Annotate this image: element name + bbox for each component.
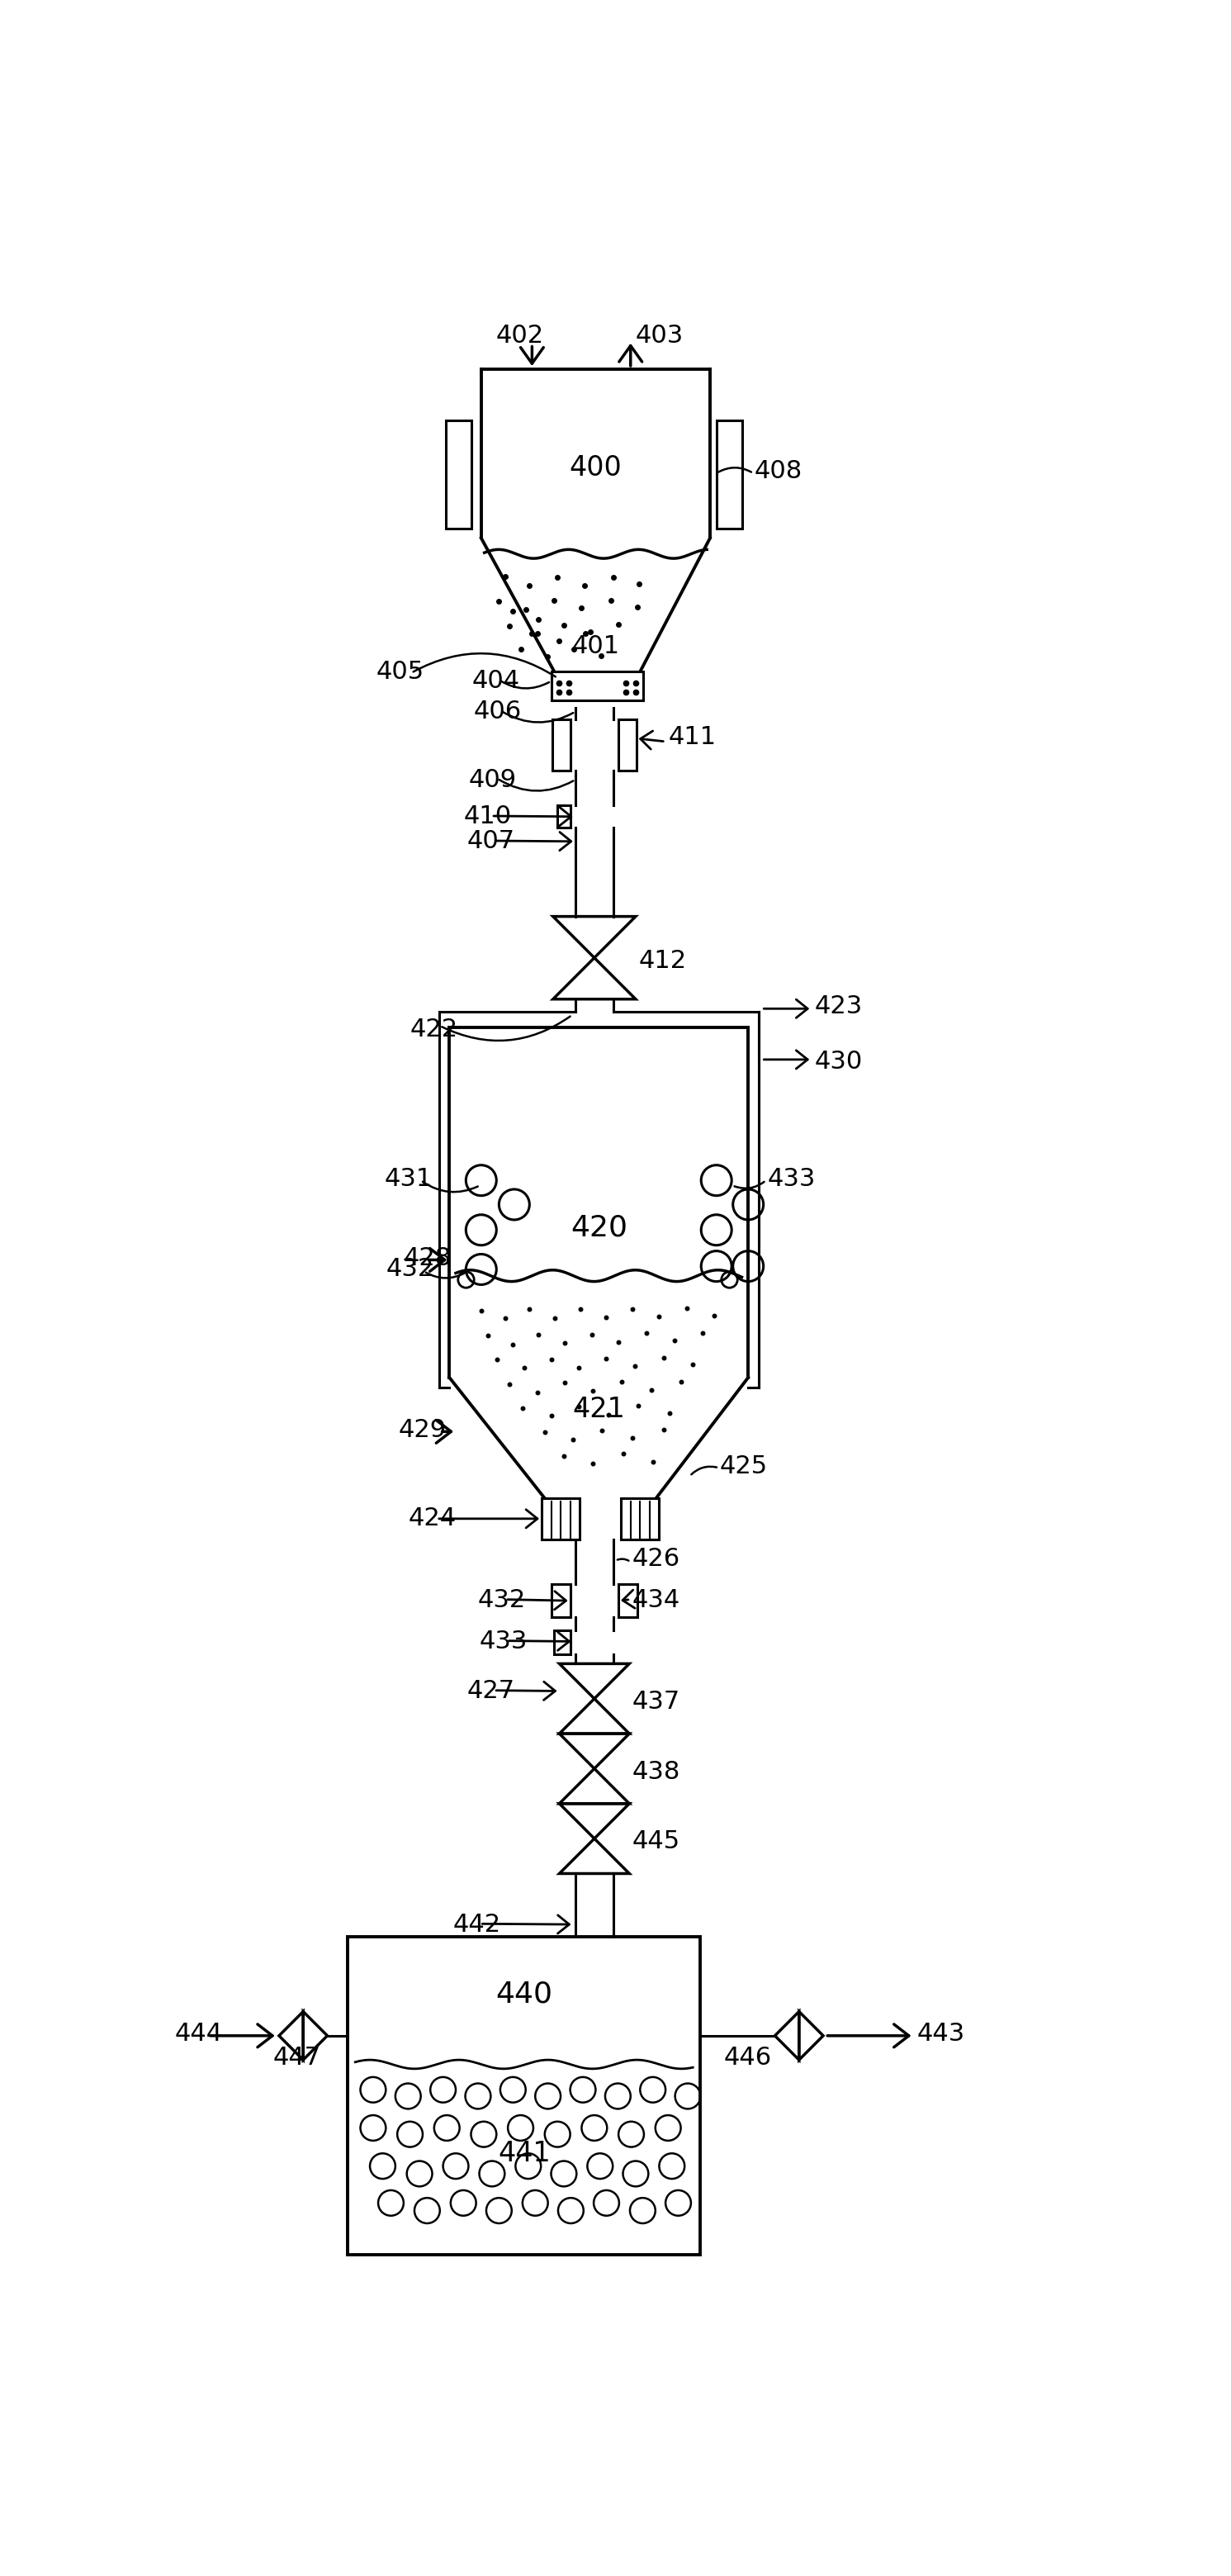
Bar [551,672,644,701]
Bar [716,420,742,528]
Text: 430: 430 [815,1048,863,1074]
Text: 409: 409 [469,768,517,791]
Text: 403: 403 [635,325,683,348]
Text: 405: 405 [377,659,425,683]
Text: 437: 437 [633,1690,681,1713]
Text: 407: 407 [467,829,515,853]
Text: 423: 423 [815,994,863,1018]
Text: 400: 400 [569,453,622,482]
Text: 425: 425 [720,1455,768,1479]
Text: 426: 426 [633,1546,681,1571]
Text: 402: 402 [496,325,544,348]
Text: 401: 401 [571,634,619,657]
Text: 429: 429 [399,1417,447,1443]
Text: 406: 406 [474,701,522,724]
Text: 428: 428 [404,1247,452,1270]
Text: 422: 422 [410,1018,458,1041]
Text: 424: 424 [407,1507,455,1530]
Text: 420: 420 [570,1213,628,1242]
Text: 445: 445 [633,1829,681,1855]
Text: 433: 433 [479,1631,527,1654]
Bar [542,1499,580,1540]
Text: 404: 404 [471,670,519,693]
Bar [620,1499,659,1540]
Bar [554,1631,570,1654]
Text: 427: 427 [467,1680,515,1703]
Text: 432: 432 [478,1589,526,1613]
Text: 438: 438 [633,1759,681,1783]
Text: 442: 442 [453,1911,501,1937]
Text: 421: 421 [572,1396,625,1422]
Bar [347,1937,700,2254]
Text: 434: 434 [633,1589,681,1613]
Text: 432: 432 [385,1257,433,1280]
Text: 446: 446 [724,2045,772,2071]
Text: 444: 444 [175,2022,223,2045]
Bar [618,1584,638,1618]
Bar [446,420,471,528]
Text: 412: 412 [639,948,687,974]
Text: 447: 447 [272,2045,320,2071]
Text: 410: 410 [464,804,512,829]
Text: 411: 411 [668,724,716,750]
Bar [553,719,570,770]
Text: 433: 433 [767,1167,815,1190]
Bar [551,1584,570,1618]
Bar [558,806,570,827]
Text: 443: 443 [917,2022,965,2045]
Text: 441: 441 [497,2141,550,2166]
Text: 408: 408 [755,459,803,484]
Text: 431: 431 [384,1167,432,1190]
Bar [618,719,636,770]
Text: 440: 440 [496,1981,553,2009]
